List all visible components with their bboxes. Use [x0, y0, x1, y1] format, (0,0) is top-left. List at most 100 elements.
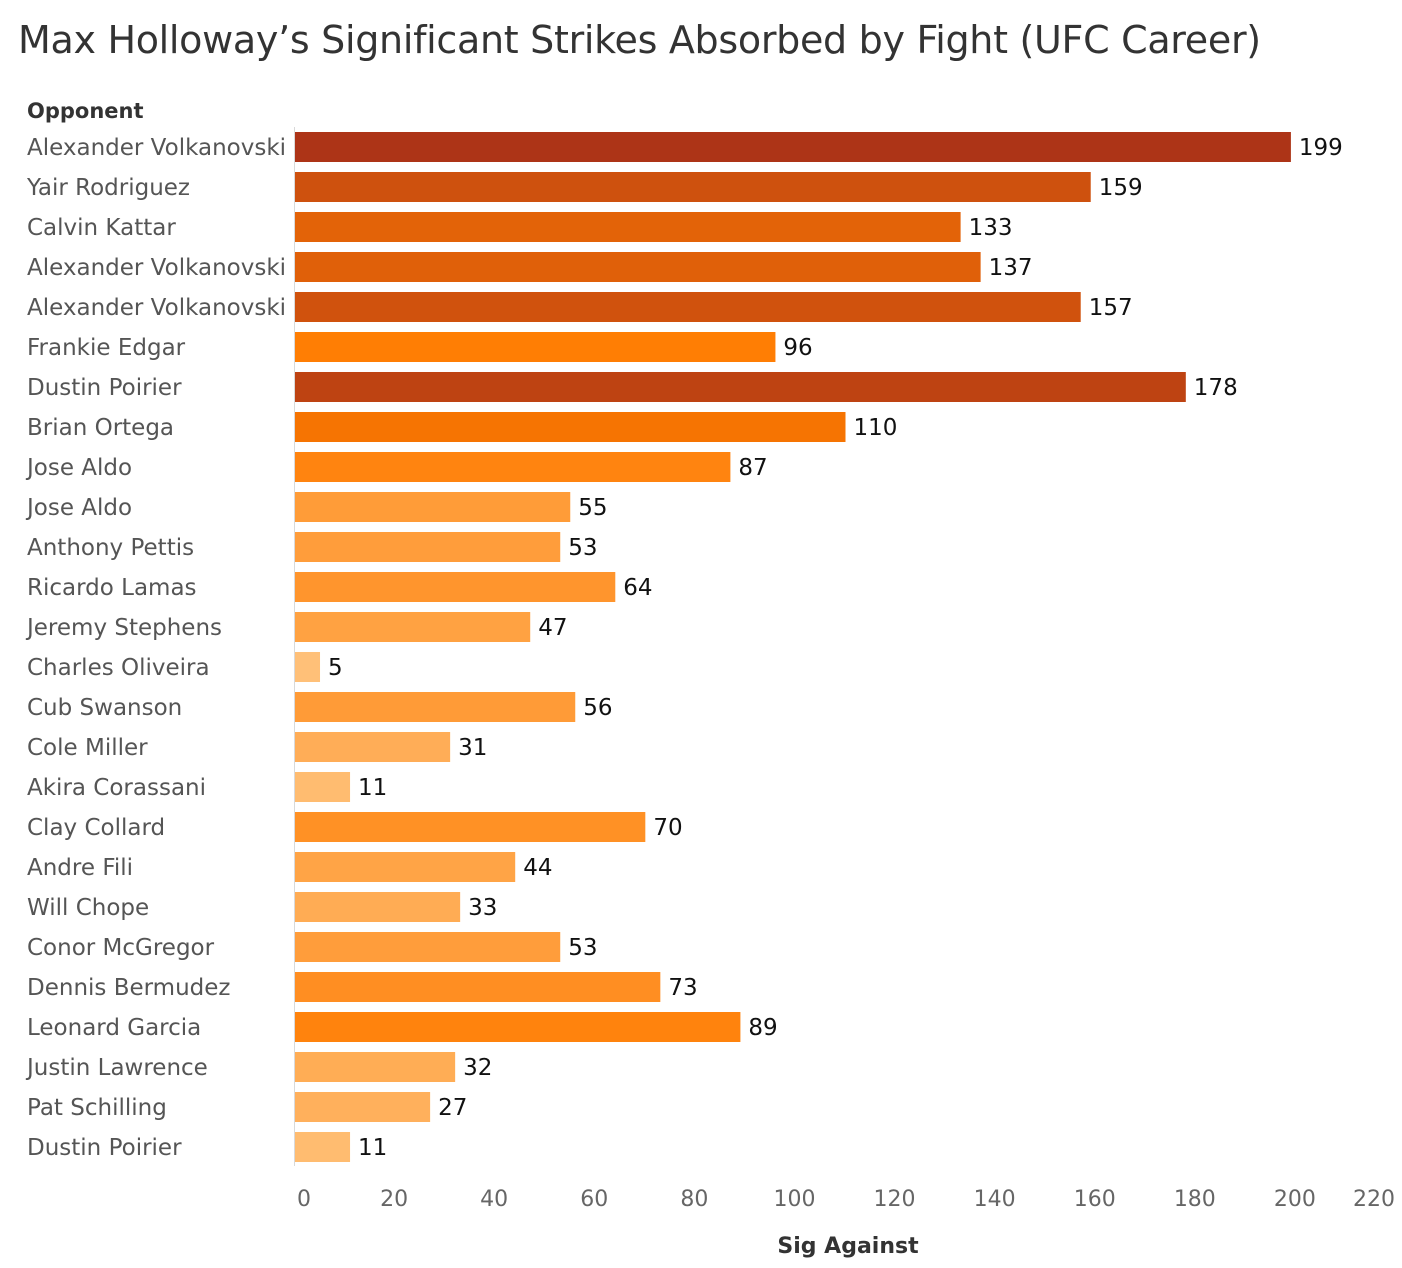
category-label: Cole Miller [27, 735, 148, 761]
value-label: 64 [623, 575, 652, 601]
bar[interactable] [295, 652, 321, 682]
bar-row: Jeremy Stephens 47 [25, 612, 567, 642]
bar-row: Leonard Garcia 89 [27, 1012, 778, 1042]
bar[interactable] [295, 172, 1091, 202]
bar-row: Charles Oliveira 5 [27, 652, 343, 682]
category-label: Alexander Volkanovski [27, 255, 286, 281]
bar-row: Cub Swanson 56 [27, 692, 613, 722]
bar-row: Pat Schilling 27 [27, 1092, 467, 1122]
category-label: Leonard Garcia [27, 1015, 201, 1041]
bar[interactable] [295, 852, 516, 882]
bar[interactable] [295, 212, 961, 242]
value-label: 178 [1194, 375, 1238, 401]
category-label: Alexander Volkanovski [27, 135, 286, 161]
x-tick-label: 40 [480, 1187, 508, 1212]
value-label: 33 [468, 895, 497, 921]
bar[interactable] [295, 412, 846, 442]
bar[interactable] [295, 332, 776, 362]
value-label: 32 [463, 1055, 492, 1081]
bar-row: Jose Aldo 87 [25, 452, 768, 482]
category-label: Cub Swanson [27, 695, 182, 721]
value-label: 5 [328, 655, 343, 681]
category-label: Jeremy Stephens [25, 615, 222, 641]
x-tick-label: 220 [1353, 1187, 1395, 1212]
x-tick-label: 200 [1274, 1187, 1316, 1212]
bar-row: Alexander Volkanovski 199 [27, 132, 1343, 162]
bar[interactable] [295, 1052, 456, 1082]
value-label: 53 [568, 935, 597, 961]
bar-row: Calvin Kattar 133 [27, 212, 1013, 242]
value-label: 137 [989, 255, 1033, 281]
value-label: 87 [738, 455, 767, 481]
bar[interactable] [295, 532, 561, 562]
x-tick-label: 180 [1174, 1187, 1216, 1212]
category-label: Pat Schilling [27, 1095, 167, 1121]
chart-title: Max Holloway’s Significant Strikes Absor… [18, 18, 1261, 62]
x-tick-label: 80 [680, 1187, 708, 1212]
category-label: Dennis Bermudez [27, 975, 231, 1001]
value-label: 96 [783, 335, 812, 361]
bar-row: Clay Collard 70 [27, 812, 683, 842]
category-label: Akira Corassani [27, 775, 206, 801]
x-axis-ticks: 0 20 40 60 80 100 120 140 160 180 200 220 [297, 1187, 1395, 1212]
category-label: Alexander Volkanovski [27, 295, 286, 321]
value-label: 73 [668, 975, 697, 1001]
category-label: Will Chope [27, 895, 149, 921]
value-label: 133 [969, 215, 1013, 241]
value-label: 199 [1299, 135, 1343, 161]
value-label: 27 [438, 1095, 467, 1121]
bar[interactable] [295, 972, 661, 1002]
bar[interactable] [295, 452, 731, 482]
bar[interactable] [295, 572, 616, 602]
value-label: 89 [748, 1015, 777, 1041]
value-label: 47 [538, 615, 567, 641]
bar[interactable] [295, 1092, 431, 1122]
bar-row: Alexander Volkanovski 157 [27, 292, 1133, 322]
bar-row: Ricardo Lamas 64 [27, 572, 653, 602]
bar[interactable] [295, 772, 351, 802]
bar[interactable] [295, 132, 1291, 162]
value-label: 31 [458, 735, 487, 761]
bar[interactable] [295, 732, 451, 762]
value-label: 11 [358, 775, 387, 801]
bar-row: Dustin Poirier 11 [27, 1132, 387, 1162]
x-tick-label: 140 [974, 1187, 1016, 1212]
value-label: 11 [358, 1135, 387, 1161]
bar[interactable] [295, 932, 561, 962]
x-tick-label: 0 [297, 1187, 311, 1212]
bar-row: Brian Ortega 110 [27, 412, 897, 442]
bar-row: Dennis Bermudez 73 [27, 972, 698, 1002]
category-axis-header: Opponent [27, 99, 144, 123]
bar-row: Dustin Poirier 178 [27, 372, 1238, 402]
bar-row: Yair Rodriguez 159 [26, 172, 1143, 202]
bar[interactable] [295, 1012, 741, 1042]
bar[interactable] [295, 812, 646, 842]
bar[interactable] [295, 692, 576, 722]
category-label: Jose Aldo [25, 495, 132, 521]
bar[interactable] [295, 492, 571, 522]
bar[interactable] [295, 252, 981, 282]
bar-row: Andre Fili 44 [27, 852, 552, 882]
value-label: 70 [653, 815, 682, 841]
category-label: Dustin Poirier [27, 1135, 182, 1161]
value-label: 110 [854, 415, 898, 441]
bar[interactable] [295, 612, 531, 642]
bar[interactable] [295, 892, 461, 922]
category-label: Dustin Poirier [27, 375, 182, 401]
bar-row: Conor McGregor 53 [27, 932, 598, 962]
bar-row: Will Chope 33 [27, 892, 497, 922]
bar[interactable] [295, 1132, 351, 1162]
bar-row: Justin Lawrence 32 [25, 1052, 492, 1082]
bar[interactable] [295, 372, 1186, 402]
bar[interactable] [295, 292, 1081, 322]
bar-row: Anthony Pettis 53 [27, 532, 598, 562]
value-label: 157 [1089, 295, 1133, 321]
x-tick-label: 100 [773, 1187, 815, 1212]
category-label: Charles Oliveira [27, 655, 210, 681]
bars-layer: Alexander Volkanovski 199 Yair Rodriguez 15… [25, 132, 1343, 1162]
category-label: Jose Aldo [25, 455, 132, 481]
category-label: Brian Ortega [27, 415, 174, 441]
value-label: 56 [583, 695, 612, 721]
value-label: 53 [568, 535, 597, 561]
